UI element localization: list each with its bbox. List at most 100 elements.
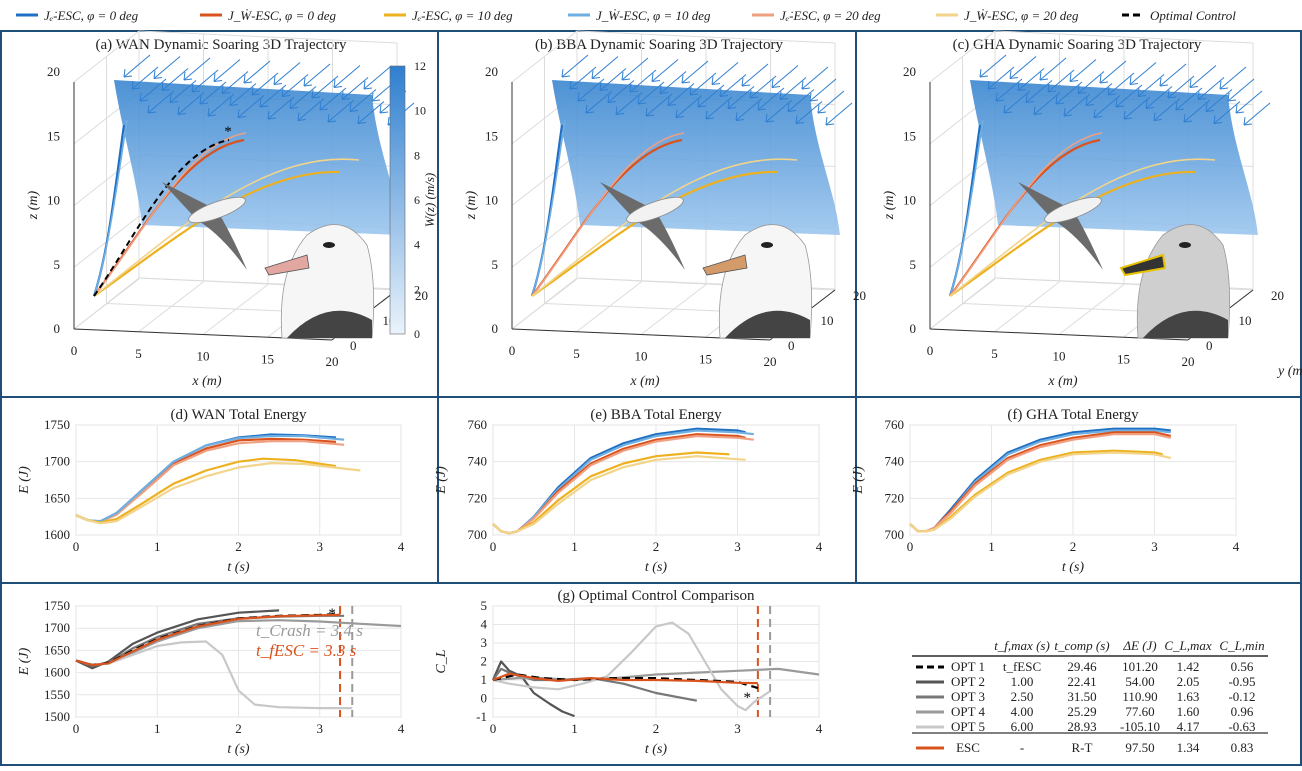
table-cell: 2.05 (1177, 674, 1200, 689)
wind-arrow (363, 66, 391, 90)
wind-arrow-head (251, 86, 261, 96)
legend-label: Optimal Control (1150, 8, 1236, 23)
wind-arrow (297, 98, 325, 121)
trajectories (948, 119, 1216, 297)
wind-arrow (749, 75, 777, 99)
legend-entry: Optimal Control (1122, 8, 1236, 23)
wind-arrow (229, 83, 257, 106)
albatross-wing (162, 182, 247, 270)
wind-arrow (1205, 89, 1233, 112)
x-tick-label: 0 (73, 721, 80, 736)
wind-arrow-head (139, 92, 149, 102)
wind-arrow-head (697, 98, 707, 108)
wind-arrow (689, 72, 717, 96)
z-tick-label: 5 (492, 257, 499, 272)
y-tick-label: -1 (476, 709, 487, 724)
wind-arrow-head (719, 88, 729, 97)
y-tick-label: 4 (481, 617, 488, 632)
annotation-final-time: t_fESC = 3.3 s (256, 641, 357, 660)
beak (702, 254, 748, 276)
x-tick-label: 1 (571, 539, 578, 554)
y-tick-label: 2 (481, 654, 488, 669)
wind-arrow-head (1167, 89, 1177, 99)
end-marker: * (224, 124, 232, 140)
wind-arrow-head (1047, 83, 1057, 93)
x-tick-label: 15 (261, 351, 274, 366)
wind-arrow (1213, 101, 1241, 124)
legend-entry: J_Ẇ-ESC, φ = 10 deg (568, 8, 711, 23)
wind-arrow-head (1063, 107, 1073, 117)
table-cell: 0.83 (1231, 740, 1254, 755)
y-tick-label: 20 (1271, 288, 1284, 303)
wind-arrow-head (349, 103, 359, 112)
y-tick-label: 700 (468, 527, 488, 542)
wind-arrow-head (357, 115, 367, 124)
z-axis-label: z (m) (26, 190, 41, 220)
wind-arrow-head (169, 94, 179, 103)
x-tick-label: 2 (1070, 539, 1077, 554)
wind-arrow-head (651, 73, 661, 82)
panel-3d: (a) WAN Dynamic Soaring 3D Trajectory 0 5 1… (26, 30, 437, 389)
eye (1179, 242, 1191, 248)
wind-arrow-head (995, 92, 1005, 102)
y-tick-label: 740 (468, 454, 488, 469)
y-tick-label: 700 (885, 527, 905, 542)
colorbar-tick-label: 0 (414, 327, 420, 341)
wind-arrow (577, 78, 605, 102)
z-tick-label: 15 (485, 128, 498, 143)
wind-arrow-head (213, 73, 223, 82)
wind-arrow-head (735, 112, 745, 121)
wind-arrow (147, 90, 175, 114)
wind-arrow (765, 99, 793, 123)
wind-arrows (561, 54, 853, 126)
wind-arrow (825, 102, 853, 126)
wind-arrow (1219, 66, 1247, 90)
table-cell: 29.46 (1067, 659, 1097, 674)
colorbar: 0 2 4 6 8 10 12 W(z) (m/s) (389, 59, 437, 341)
wind-arrow-head (1137, 88, 1147, 97)
y-axis-label: E (J) (17, 647, 32, 676)
wind-arrow (267, 96, 295, 120)
table-cell: t_fESC (1003, 659, 1041, 674)
trajectory (949, 132, 1103, 297)
wind-arrow (303, 63, 331, 87)
wind-arrow (1033, 92, 1061, 115)
table-cell: 1.34 (1177, 740, 1200, 755)
wind-arrow (213, 59, 241, 82)
eye (761, 242, 773, 248)
z-tick-label: 5 (910, 257, 917, 272)
wind-arrow (667, 83, 695, 106)
trajectory (92, 124, 126, 297)
wind-arrow (319, 87, 347, 111)
wind-arrow-head (825, 116, 835, 126)
series-line (75, 462, 361, 525)
back-feathers (725, 310, 810, 338)
wind-arrow (1055, 81, 1083, 105)
wind-arrow (273, 62, 301, 85)
x-axis-label: x (m) (1047, 374, 1077, 389)
x-tick-label: 4 (816, 721, 823, 736)
wind-arrows (979, 54, 1271, 126)
wind-arrow-head (711, 76, 721, 85)
wind-arrow (1003, 90, 1031, 114)
x-tick-label: 1 (571, 721, 578, 736)
z-tick-label: 20 (47, 64, 60, 79)
wind-arrow-head (705, 110, 715, 120)
legend-entry: Jₑ̇-ESC, φ = 0 deg (16, 8, 139, 23)
wind-arrow-head (779, 91, 789, 100)
wind-arrow (191, 69, 219, 93)
chart-title: (e) BBA Total Energy (590, 407, 722, 423)
panel-3d: (b) BBA Dynamic Soaring 3D Trajectory 0 5 1… (464, 30, 866, 389)
legend-label: Jₑ̇-ESC, φ = 10 deg (412, 8, 513, 23)
wind-arrow-head (577, 92, 587, 102)
albatross-wing (1018, 182, 1103, 270)
wind-arrow (809, 78, 837, 102)
wind-arrow (741, 63, 769, 87)
y-tick-label: 0 (788, 338, 795, 353)
wind-arrow (281, 74, 309, 97)
wind-arrow-head (585, 104, 595, 114)
wind-arrow-head (1183, 113, 1193, 123)
y-tick-label: 720 (468, 490, 488, 505)
y-tick-label: 1600 (44, 527, 70, 542)
